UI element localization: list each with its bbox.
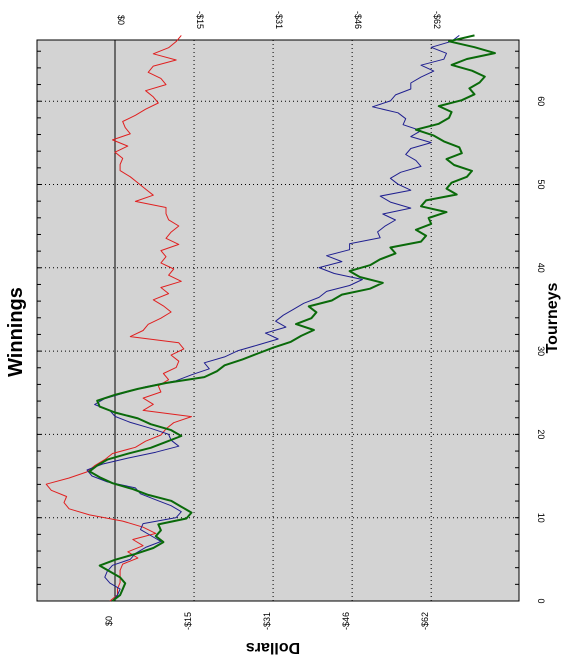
- y-tick-label-top: -$46: [353, 11, 363, 29]
- y-tick-label-bottom: -$46: [341, 612, 351, 630]
- y-tick-label-bottom: $0: [104, 616, 114, 626]
- x-tick-label: 60: [536, 96, 546, 106]
- x-tick-label: 0: [536, 598, 546, 603]
- y-tick-label-bottom: -$31: [262, 612, 272, 630]
- series-lines: [45, 34, 496, 602]
- plot-area: [36, 39, 520, 602]
- series-line-3: [88, 34, 496, 602]
- y-tick-label-bottom: -$15: [183, 612, 193, 630]
- x-tick-label: 50: [536, 179, 546, 189]
- x-axis-label: Tourneys: [544, 282, 561, 353]
- y-tick-label-top: $0: [116, 15, 126, 25]
- y-tick-label-top: -$31: [274, 11, 284, 29]
- x-tick-label: 40: [536, 263, 546, 273]
- x-tick-label: 10: [536, 513, 546, 523]
- y-tick-label-top: -$15: [195, 11, 205, 29]
- x-tick-label: 20: [536, 429, 546, 439]
- y-tick-label-bottom: -$62: [420, 612, 430, 630]
- tick-labels: $0 $0 -$15 -$15 -$31 -$31 -$46 -$46 -$62 -$62 0 10 2…: [104, 11, 546, 630]
- chart-title: Winnings: [5, 287, 27, 377]
- y-tick-label-top: -$62: [432, 11, 442, 29]
- grid-lines: [37, 40, 519, 601]
- minor-ticks: [37, 50, 519, 602]
- series-line-1: [45, 35, 192, 602]
- x-tick-label: 30: [536, 346, 546, 356]
- y-axis-label: Dollars: [246, 639, 300, 656]
